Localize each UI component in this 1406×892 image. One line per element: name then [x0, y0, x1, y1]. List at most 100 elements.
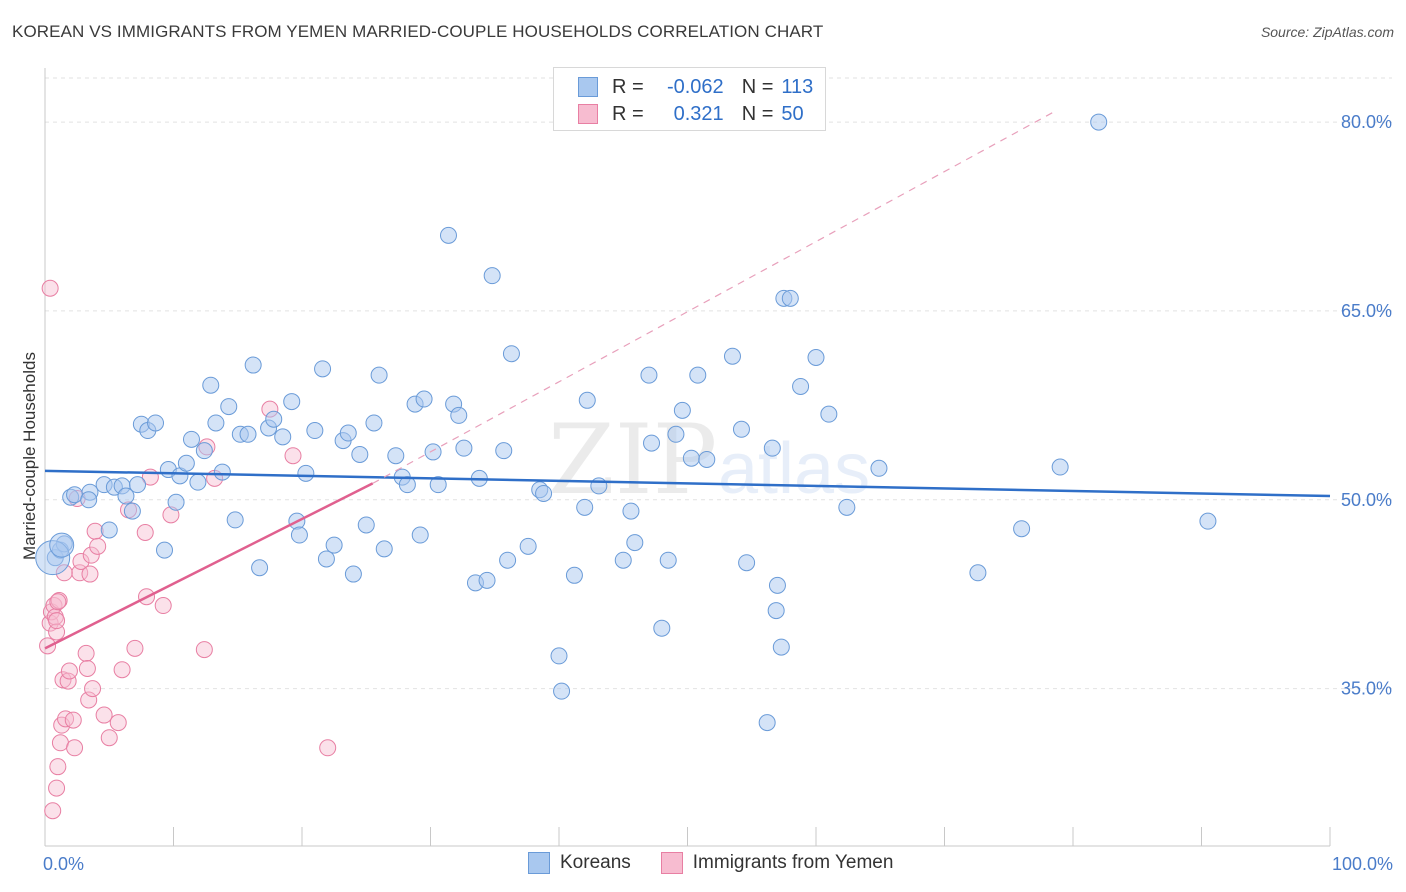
- korean-point: [643, 434, 661, 452]
- korean-point: [626, 534, 644, 552]
- korean-point: [283, 393, 301, 411]
- y-tick-label: 35.0%: [1341, 679, 1392, 699]
- korean-point: [314, 360, 332, 378]
- chart-title: KOREAN VS IMMIGRANTS FROM YEMEN MARRIED-…: [12, 22, 824, 41]
- korean-point: [344, 565, 362, 583]
- korean-point: [411, 526, 429, 544]
- korean-point: [1051, 458, 1069, 476]
- grid-lines: [45, 77, 1392, 690]
- legend-r-value-yemen: 0.321: [673, 102, 724, 125]
- correlation-legend: R = -0.062 N = 113 R = 0.321 N = 50: [553, 67, 826, 131]
- korean-point: [969, 564, 987, 582]
- korean-point: [781, 289, 799, 307]
- yemen-legend-label: Immigrants from Yemen: [692, 852, 894, 873]
- koreans-legend-label: Koreans: [560, 852, 631, 873]
- korean-point: [439, 226, 457, 244]
- yemen-point: [80, 691, 98, 709]
- korean-point: [768, 576, 786, 594]
- yemen-point: [41, 279, 59, 297]
- yemen-point: [78, 659, 96, 677]
- korean-point: [495, 442, 513, 460]
- yemen-point: [95, 706, 113, 724]
- yemen-points: [39, 279, 337, 820]
- korean-point: [177, 454, 195, 472]
- korean-point: [429, 476, 447, 494]
- yemen-point: [126, 639, 144, 657]
- korean-point: [306, 422, 324, 440]
- legend-item-koreans[interactable]: Koreans: [528, 852, 631, 874]
- yemen-point: [51, 734, 69, 752]
- x-tick-label-end: 100.0%: [1332, 854, 1393, 874]
- legend-n-label: N =: [741, 75, 774, 98]
- korean-point: [244, 356, 262, 374]
- yemen-point: [100, 729, 118, 747]
- korean-point: [100, 521, 118, 539]
- yemen-point: [284, 447, 302, 465]
- korean-point: [578, 391, 596, 409]
- yemen-point: [60, 662, 78, 680]
- korean-point: [614, 551, 632, 569]
- korean-point: [290, 526, 308, 544]
- y-axis-label: Married-couple Households: [20, 352, 39, 560]
- yemen-point: [319, 739, 337, 757]
- korean-point: [723, 347, 741, 365]
- watermark: ZIP atlas: [548, 404, 870, 516]
- yemen-point: [136, 524, 154, 542]
- yemen-trend-line: [44, 482, 374, 650]
- korean-point: [767, 602, 785, 620]
- yemen-point: [77, 644, 95, 662]
- korean-point: [622, 502, 640, 520]
- korean-point: [772, 638, 790, 656]
- korean-point: [455, 439, 473, 457]
- korean-point: [483, 267, 501, 285]
- korean-point: [763, 439, 781, 457]
- legend-row-koreans: R = -0.062 N = 113: [578, 75, 813, 99]
- korean-points: [35, 113, 1217, 732]
- korean-point: [365, 414, 383, 432]
- korean-point: [251, 559, 269, 577]
- yemen-point: [113, 661, 131, 679]
- source-credit: Source: ZipAtlas.com: [1260, 24, 1394, 40]
- korean-point: [207, 414, 225, 432]
- korean-point: [357, 516, 375, 534]
- y-tick-label: 80.0%: [1341, 112, 1392, 132]
- yemen-point: [66, 739, 84, 757]
- korean-point: [870, 459, 888, 477]
- y-tick-label: 50.0%: [1341, 490, 1392, 510]
- yemen-point: [72, 552, 90, 570]
- korean-point: [535, 484, 553, 502]
- yemen-point: [49, 593, 67, 611]
- korean-point: [220, 398, 238, 416]
- korean-point: [274, 428, 292, 446]
- x-tick-label-start: 0.0%: [43, 854, 84, 874]
- korean-point: [732, 420, 750, 438]
- korean-point: [519, 537, 537, 555]
- korean-point: [689, 366, 707, 384]
- korean-point: [550, 647, 568, 665]
- korean-point: [147, 414, 165, 432]
- korean-point: [195, 442, 213, 460]
- korean-point: [123, 502, 141, 520]
- yemen-point: [49, 758, 67, 776]
- koreans-trend-line: [44, 469, 1331, 498]
- koreans-legend-swatch: [528, 852, 550, 874]
- yemen-point: [89, 537, 107, 555]
- watermark-atlas: atlas: [718, 429, 870, 509]
- trend-lines: [44, 111, 1331, 650]
- korean-point: [502, 345, 520, 363]
- koreans-swatch: [578, 77, 598, 97]
- korean-point: [673, 401, 691, 419]
- korean-point: [297, 464, 315, 482]
- korean-point: [202, 376, 220, 394]
- legend-item-yemen[interactable]: Immigrants from Yemen: [660, 852, 894, 874]
- korean-point: [182, 430, 200, 448]
- korean-point: [129, 476, 147, 494]
- korean-point: [667, 425, 685, 443]
- korean-point: [576, 498, 594, 516]
- y-tick-label: 65.0%: [1341, 301, 1392, 321]
- korean-point: [807, 349, 825, 367]
- korean-point: [415, 390, 433, 408]
- legend-r-label: R =: [612, 102, 644, 125]
- korean-point: [66, 486, 84, 504]
- korean-point: [478, 571, 496, 589]
